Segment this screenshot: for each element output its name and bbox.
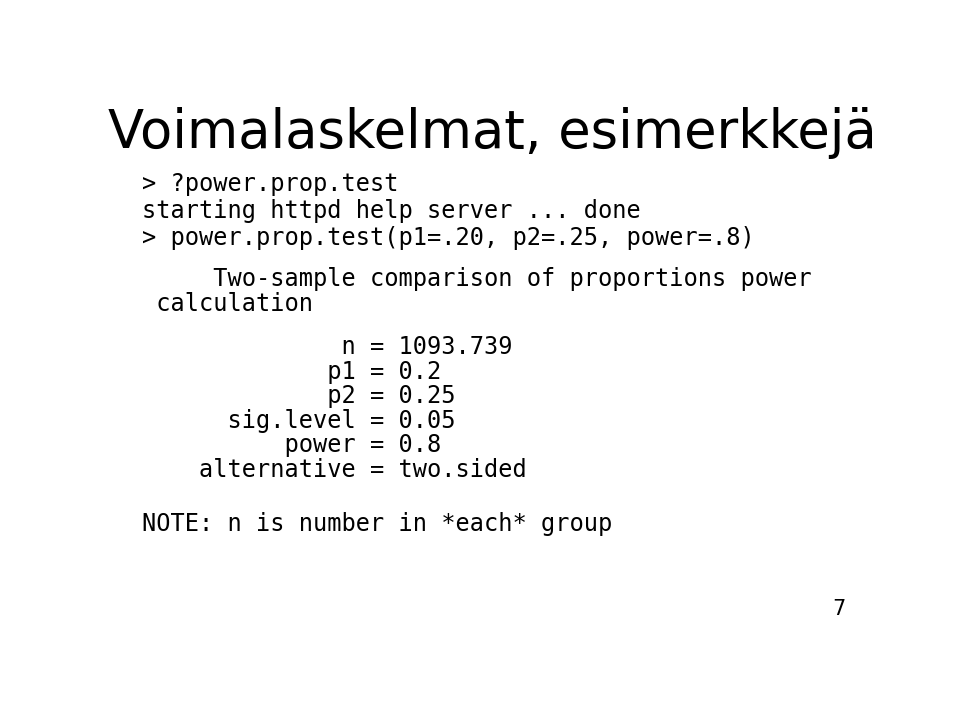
Text: sig.level = 0.05: sig.level = 0.05 <box>142 409 456 433</box>
Text: NOTE: n is number in *each* group: NOTE: n is number in *each* group <box>142 512 612 536</box>
Text: starting httpd help server ... done: starting httpd help server ... done <box>142 199 641 223</box>
Text: > power.prop.test(p1=.20, p2=.25, power=.8): > power.prop.test(p1=.20, p2=.25, power=… <box>142 226 756 250</box>
Text: p2 = 0.25: p2 = 0.25 <box>142 385 456 408</box>
Text: calculation: calculation <box>142 292 313 316</box>
Text: p1 = 0.2: p1 = 0.2 <box>142 360 442 384</box>
Text: > ?power.prop.test: > ?power.prop.test <box>142 172 398 196</box>
Text: 7: 7 <box>832 600 846 619</box>
Text: alternative = two.sided: alternative = two.sided <box>142 457 527 481</box>
Text: n = 1093.739: n = 1093.739 <box>142 335 513 359</box>
Text: Voimalaskelmat, esimerkkejä: Voimalaskelmat, esimerkkejä <box>108 107 876 158</box>
Text: power = 0.8: power = 0.8 <box>142 433 442 457</box>
Text: Two-sample comparison of proportions power: Two-sample comparison of proportions pow… <box>142 267 812 291</box>
